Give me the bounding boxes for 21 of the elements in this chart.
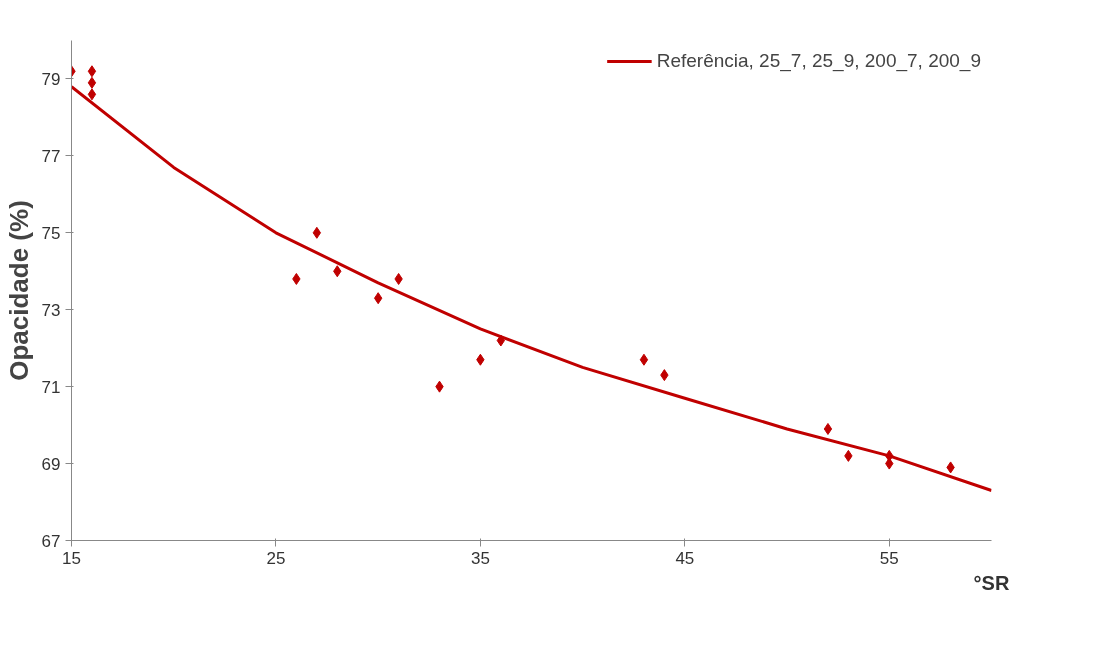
y-tick-label: 71	[41, 377, 61, 397]
x-axis-title: °SR	[973, 571, 1010, 594]
point	[87, 76, 97, 89]
x-tick-label: 45	[675, 548, 695, 568]
point	[823, 422, 833, 435]
y-tick-label: 77	[41, 146, 61, 166]
x-tick-label: 35	[470, 548, 490, 568]
y-axis-title: Opacidade (%)	[3, 200, 34, 381]
y-tick-label: 79	[41, 69, 61, 89]
legend-label: Referência, 25_7, 25_9, 200_7, 200_9	[656, 50, 981, 72]
y-tick-label: 67	[41, 531, 61, 551]
point	[87, 88, 97, 101]
x-tick-label: 25	[266, 548, 286, 568]
x-tick-label: 15	[62, 548, 81, 568]
x-tick-label: 55	[879, 548, 899, 568]
y-tick-label: 75	[41, 223, 61, 243]
line-series	[71, 85, 992, 492]
point	[87, 65, 97, 78]
point	[639, 353, 649, 366]
y-tick-label: 73	[41, 300, 61, 320]
y-tick-label: 69	[41, 454, 61, 474]
